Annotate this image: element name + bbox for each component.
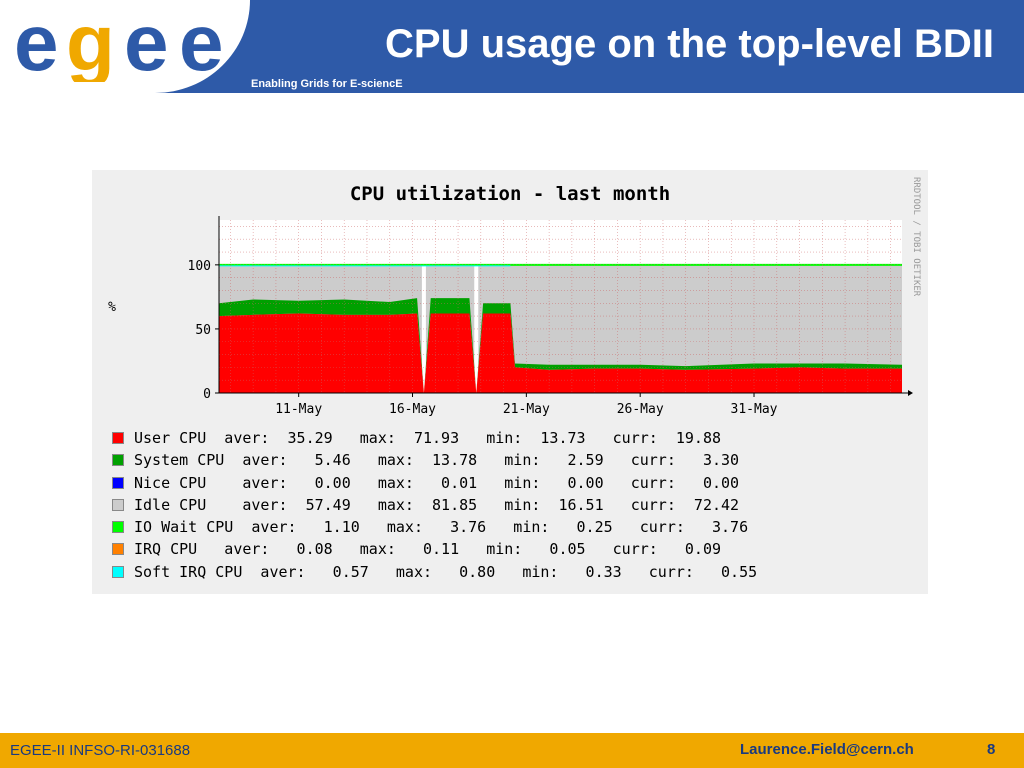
svg-text:e: e xyxy=(179,12,221,82)
legend-name-iowait: IO Wait CPU xyxy=(134,518,234,537)
legend-stats-nice: aver: 0.00 max: 0.01 min: 0.00 curr: 0.0… xyxy=(206,473,740,492)
legend-swatch-softirq xyxy=(112,565,124,578)
x-tick-label-3: 26-May xyxy=(617,402,664,417)
y-tick-label-0: 0 xyxy=(203,387,211,402)
legend-swatch-idle xyxy=(112,498,124,511)
x-tick-label-0: 11-May xyxy=(275,402,322,417)
header-subtitle: Enabling Grids for E-sciencE xyxy=(251,78,403,90)
legend-swatch-irq xyxy=(112,543,124,556)
svg-text:e: e xyxy=(14,12,56,82)
x-tick-label-1: 16-May xyxy=(389,402,436,417)
svg-text:e: e xyxy=(124,12,166,82)
x-tick-label-2: 21-May xyxy=(503,402,550,417)
legend-stats-user: aver: 35.29 max: 71.93 min: 13.73 curr: … xyxy=(206,429,722,447)
legend-swatch-nice xyxy=(112,476,124,489)
legend-name-idle: Idle CPU xyxy=(134,495,207,514)
legend-item-softirq: Soft IRQ CPU aver: 0.57 max: 0.80 min: 0… xyxy=(112,561,757,583)
legend-stats-system: aver: 5.46 max: 13.78 min: 2.59 curr: 3.… xyxy=(224,451,740,470)
legend-swatch-system xyxy=(112,454,124,467)
page-number: 8 xyxy=(987,741,996,758)
legend-stats-softirq: aver: 0.57 max: 0.80 min: 0.33 curr: 0.5… xyxy=(242,562,758,581)
chart-title: CPU utilization - last month xyxy=(350,183,670,205)
legend-item-idle: Idle CPU aver: 57.49 max: 81.85 min: 16.… xyxy=(112,494,757,516)
chart-legend: User CPU aver: 35.29 max: 71.93 min: 13.… xyxy=(112,427,757,583)
legend-item-irq: IRQ CPU aver: 0.08 max: 0.11 min: 0.05 c… xyxy=(112,538,757,560)
slide-footer: EGEE-II INFSO-RI-031688 Laurence.Field@c… xyxy=(0,733,1024,768)
y-tick-label-2: 100 xyxy=(188,259,211,274)
y-tick-label-1: 50 xyxy=(195,323,211,338)
footer-email: Laurence.Field@cern.ch xyxy=(740,741,914,758)
outage-gap-1 xyxy=(474,264,479,393)
x-axis-arrow xyxy=(908,390,913,396)
legend-item-iowait: IO Wait CPU aver: 1.10 max: 3.76 min: 0.… xyxy=(112,516,757,538)
legend-item-nice: Nice CPU aver: 0.00 max: 0.01 min: 0.00 … xyxy=(112,472,757,494)
footer-project: EGEE-II INFSO-RI-031688 xyxy=(10,742,191,759)
legend-stats-iowait: aver: 1.10 max: 3.76 min: 0.25 curr: 3.7… xyxy=(233,518,749,537)
slide-header: e g e e CPU usage on the top-level BDII … xyxy=(0,0,1024,93)
cpu-chart: CPU utilization - last month RRDTOOL / TO… xyxy=(108,177,921,417)
legend-name-irq: IRQ CPU xyxy=(134,540,198,559)
chart-side-text: RRDTOOL / TOBI OETIKER xyxy=(911,177,921,297)
legend-swatch-user xyxy=(112,432,124,444)
egee-logo: e g e e xyxy=(14,12,227,82)
y-axis-label: % xyxy=(108,300,116,315)
series-system-area xyxy=(219,298,902,393)
x-tick-label-4: 31-May xyxy=(731,402,778,417)
slide-title: CPU usage on the top-level BDII xyxy=(385,22,994,66)
legend-name-nice: Nice CPU xyxy=(134,473,207,492)
legend-name-softirq: Soft IRQ CPU xyxy=(134,562,243,581)
legend-swatch-iowait xyxy=(112,521,124,534)
legend-name-user: User CPU xyxy=(134,429,207,447)
legend-stats-irq: aver: 0.08 max: 0.11 min: 0.05 curr: 0.0… xyxy=(197,540,722,559)
logo-box: e g e e xyxy=(0,0,250,93)
legend-stats-idle: aver: 57.49 max: 81.85 min: 16.51 curr: … xyxy=(206,495,740,514)
chart-panel: CPU utilization - last month RRDTOOL / TO… xyxy=(92,170,928,594)
legend-name-system: System CPU xyxy=(134,451,225,470)
legend-item-system: System CPU aver: 5.46 max: 13.78 min: 2.… xyxy=(112,449,757,471)
svg-text:g: g xyxy=(66,12,110,82)
legend-item-user: User CPU aver: 35.29 max: 71.93 min: 13.… xyxy=(112,427,757,449)
